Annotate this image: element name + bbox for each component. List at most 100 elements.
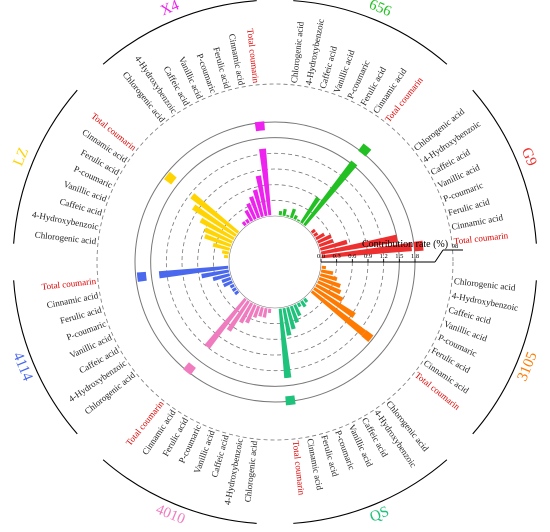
bar-4114-4 xyxy=(221,276,232,284)
bar-3105-1 xyxy=(320,269,334,275)
bar-3105-6 xyxy=(313,287,356,318)
bar-G9-2 xyxy=(315,232,325,241)
group-name-X4: X4 xyxy=(158,0,182,19)
bar-QS-2 xyxy=(296,302,302,308)
bar-656-7 xyxy=(303,160,358,227)
bar-656-6 xyxy=(300,196,321,224)
group-name-656: 656 xyxy=(367,0,394,20)
bar-LZ-3 xyxy=(204,234,232,248)
axis-tick-label: 0.0 xyxy=(317,253,325,260)
axis-tick-label: 1.5 xyxy=(395,253,403,260)
total-coumarin-label: Total coumarin xyxy=(41,276,97,292)
axis-tick-label: 1.8 xyxy=(411,253,419,260)
bar-656-3 xyxy=(289,208,297,219)
bar-LZ-7 xyxy=(190,193,240,234)
total-marker-4114 xyxy=(136,271,147,282)
axis-tick-label: 0.3 xyxy=(333,253,341,260)
bar-4010-0 xyxy=(267,308,272,314)
bar-LZ-6 xyxy=(191,204,237,237)
total-marker-G9 xyxy=(413,240,424,252)
bar-LZ-5 xyxy=(199,217,235,241)
total-marker-LZ xyxy=(163,171,177,185)
bar-G9-5 xyxy=(319,239,348,251)
bar-4010-2 xyxy=(258,306,264,317)
bar-X4-3 xyxy=(246,202,257,220)
total-marker-QS xyxy=(285,395,296,406)
bar-QS-3 xyxy=(293,304,302,317)
bar-G9-4 xyxy=(318,238,334,248)
bar-G9-6 xyxy=(320,234,398,255)
group-name-LZ: LZ xyxy=(10,145,32,168)
bar-4114-7 xyxy=(158,265,229,279)
group-bracket-4114 xyxy=(13,280,78,435)
bar-QS-5 xyxy=(286,306,296,330)
bar-LZ-0 xyxy=(223,254,229,259)
bar-QS-4 xyxy=(289,305,300,323)
bar-LZ-4 xyxy=(203,227,233,244)
bar-4010-7 xyxy=(204,297,247,349)
bar-4114-6 xyxy=(201,269,230,279)
bar-4114-3 xyxy=(223,280,233,288)
axis-break-line xyxy=(434,249,444,263)
bar-LZ-1 xyxy=(221,250,230,255)
bar-X4-5 xyxy=(252,189,264,218)
group-name-3105: 3105 xyxy=(514,350,540,384)
bar-4010-1 xyxy=(262,307,268,318)
total-marker-656 xyxy=(358,143,372,157)
bar-QS-1 xyxy=(300,300,307,308)
total-marker-3105 xyxy=(361,330,374,343)
bar-3105-3 xyxy=(318,276,341,288)
compound-label: Chlorogenic acid xyxy=(34,230,97,247)
bar-656-4 xyxy=(293,214,298,220)
bar-3105-2 xyxy=(319,273,338,282)
bar-3105-4 xyxy=(317,280,342,295)
bar-656-5 xyxy=(296,218,301,222)
outer-dashed-ring xyxy=(96,83,454,441)
bar-4114-0 xyxy=(234,290,240,296)
bar-QS-7 xyxy=(278,308,292,379)
compound-label: Chlorogenic acid xyxy=(289,21,306,84)
bar-4114-2 xyxy=(229,283,235,289)
bar-656-0 xyxy=(278,210,283,216)
axis-tick-label: 0.6 xyxy=(348,253,357,260)
bar-X4-6 xyxy=(255,175,268,217)
bar-QS-6 xyxy=(282,307,292,336)
bar-layer xyxy=(136,121,424,406)
total-marker-4010 xyxy=(183,362,196,376)
bar-4010-4 xyxy=(245,304,257,324)
group-bracket-656 xyxy=(293,0,448,65)
contribution-axis: Contribution rate (%) 0.0 0.3 0.6 0.9 1.2 1.5… xyxy=(317,239,463,263)
group-bracket-LZ xyxy=(13,89,78,244)
group-bracket-3105 xyxy=(472,280,537,435)
bar-4010-3 xyxy=(252,305,261,319)
compound-label: Chlorogenic acid xyxy=(243,440,260,503)
bar-X4-0 xyxy=(241,221,247,227)
bar-656-2 xyxy=(286,214,290,218)
category-labels: Chlorogenic acid4-HydroxybenzoicCaffeic … xyxy=(9,0,540,528)
group-name-QS: QS xyxy=(368,504,392,526)
bar-4114-1 xyxy=(231,287,237,292)
axis-tick-label-extra: 98 xyxy=(452,243,459,250)
axis-tick-label: 1.2 xyxy=(380,253,388,260)
axis-tick-label: 0.9 xyxy=(364,253,372,260)
group-bracket-X4 xyxy=(102,0,257,65)
group-name-4010: 4010 xyxy=(153,501,187,527)
bar-G9-1 xyxy=(313,232,319,237)
bar-4114-5 xyxy=(212,273,231,282)
bar-LZ-2 xyxy=(212,242,231,251)
bar-4010-5 xyxy=(239,302,254,324)
grid-ring xyxy=(212,199,338,325)
bar-X4-2 xyxy=(244,209,254,222)
group-bracket-G9 xyxy=(472,89,537,244)
group-bracket-QS xyxy=(293,459,448,524)
group-name-4114: 4114 xyxy=(9,350,35,384)
bar-3105-5 xyxy=(315,283,344,303)
inner-ring xyxy=(228,215,322,309)
bar-X4-7 xyxy=(259,148,272,216)
bar-QS-0 xyxy=(303,297,309,303)
bar-G9-0 xyxy=(310,228,316,234)
compound-label: Chlorogenic acid xyxy=(453,276,516,293)
bar-G9-3 xyxy=(317,234,332,244)
total-marker-X4 xyxy=(254,121,265,132)
